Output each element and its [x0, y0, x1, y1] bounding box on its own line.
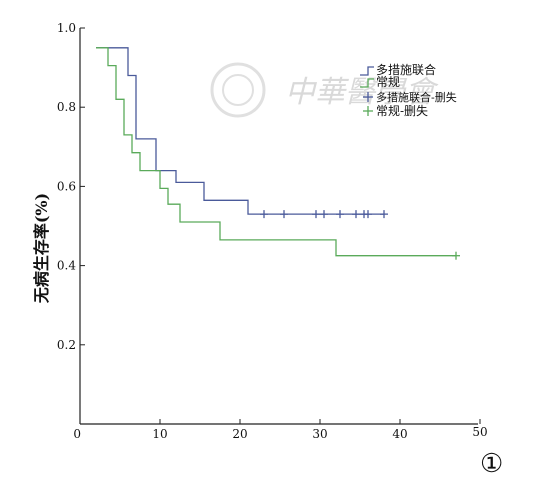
censor-mark — [352, 210, 360, 219]
censor-mark — [280, 210, 288, 219]
axis-ticks: 0 10 20 30 40 50 0.2 0.4 0.6 0.8 1.0 — [57, 21, 488, 441]
x-tick-label: 30 — [312, 427, 327, 441]
watermark-seal-inner — [222, 74, 254, 106]
series-line-1 — [96, 47, 384, 215]
censor-mark — [320, 210, 328, 219]
watermark-text: 中華醫學會 — [285, 75, 439, 110]
plot-area — [96, 47, 460, 260]
y-tick-label: 1.0 — [57, 21, 76, 35]
censor-mark — [260, 210, 268, 219]
censor-mark — [336, 210, 344, 219]
x-tick-label: 10 — [152, 427, 167, 441]
y-tick-label: 0.4 — [57, 259, 76, 273]
legend-item: 多措施联合-删失 — [363, 90, 457, 104]
legend-item: 常规-删失 — [363, 103, 428, 118]
censor-mark — [312, 210, 320, 219]
y-axis-label: 无病生存率(%) — [32, 193, 51, 304]
watermark: 中華醫學會 — [210, 62, 439, 118]
censor-mark — [380, 210, 388, 219]
legend-label: 常规 — [376, 74, 400, 89]
legend-swatch-line — [360, 66, 374, 76]
x-tick-label: 20 — [232, 427, 247, 441]
legend-label: 多措施联合 — [376, 62, 436, 77]
x-tick-label: 0 — [73, 427, 81, 441]
censor-mark — [452, 251, 460, 260]
legend-label: 常规-删失 — [376, 103, 428, 118]
legend-item: 多措施联合 — [360, 62, 436, 77]
legend-label: 多措施联合-删失 — [376, 90, 457, 104]
x-tick-label: 40 — [392, 427, 407, 441]
legend-swatch-line — [360, 78, 374, 88]
y-tick-label: 0.2 — [57, 338, 76, 352]
censor-mark — [364, 210, 372, 219]
watermark-seal — [210, 62, 266, 118]
y-tick-label: 0.8 — [57, 100, 76, 114]
panel-label: ① — [480, 449, 503, 479]
series-line-2 — [96, 47, 456, 257]
y-tick-label: 0.6 — [57, 179, 76, 193]
legend-item: 常规 — [360, 74, 400, 89]
x-tick-label: 50 — [472, 425, 487, 439]
